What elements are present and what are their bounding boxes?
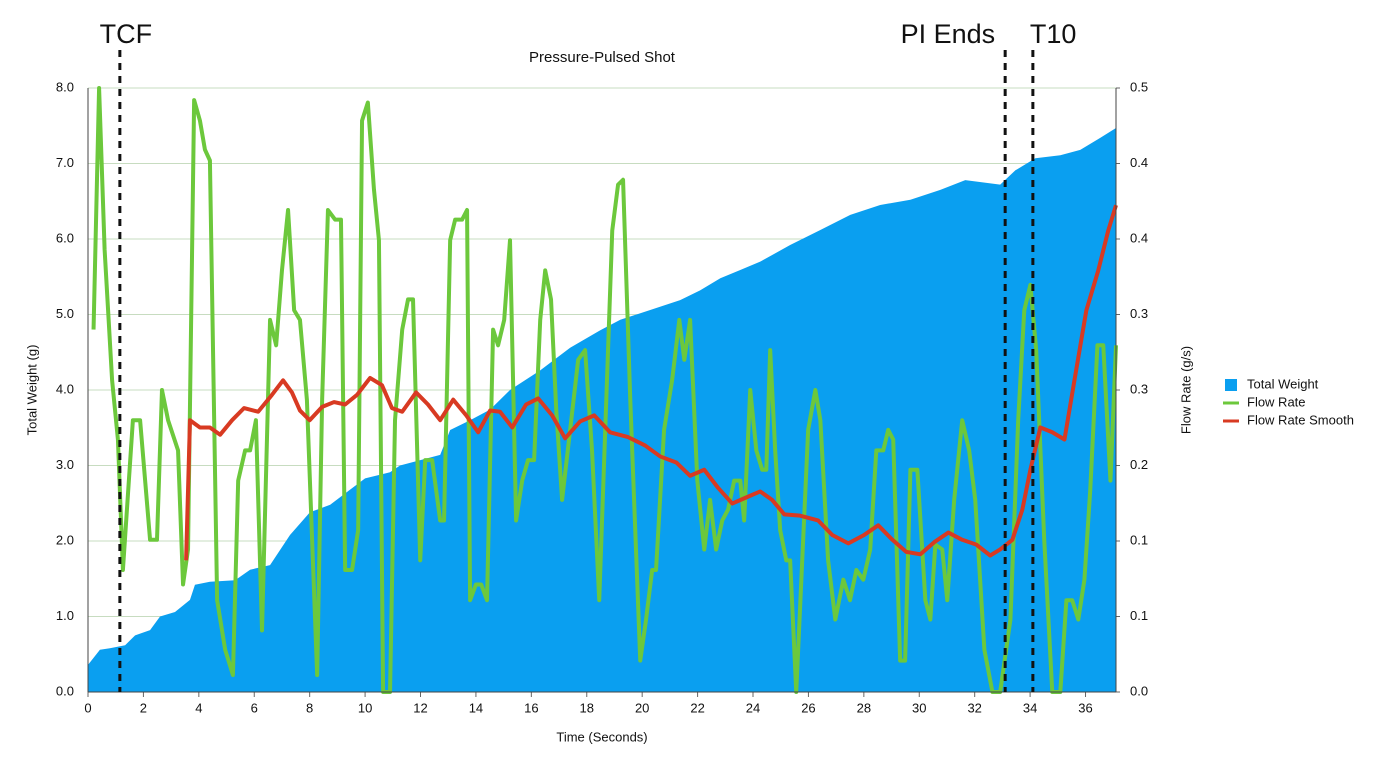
- x-tick-label: 20: [635, 700, 649, 715]
- y-tick-label: 5.0: [56, 306, 74, 321]
- y2-tick-label: 0.4: [1130, 230, 1148, 245]
- y-tick-label: 6.0: [56, 230, 74, 245]
- x-tick-label: 28: [857, 700, 871, 715]
- line: [184, 204, 1118, 561]
- x-axis-label: Time (Seconds): [556, 729, 647, 744]
- y2-tick-label: 0.2: [1130, 457, 1148, 472]
- y2-tick-label: 0.3: [1130, 306, 1148, 321]
- x-tick-label: 34: [1023, 700, 1037, 715]
- x-tick-label: 4: [195, 700, 202, 715]
- x-tick-label: 0: [84, 700, 91, 715]
- x-tick-label: 36: [1078, 700, 1092, 715]
- x-tick-label: 10: [358, 700, 372, 715]
- y-tick-label: 4.0: [56, 381, 74, 396]
- x-tick-label: 8: [306, 700, 313, 715]
- y-axis-label: Total Weight (g): [24, 345, 39, 436]
- legend-swatch: [1225, 379, 1237, 391]
- x-tick-label: 14: [469, 700, 483, 715]
- y-tick-label: 7.0: [56, 155, 74, 170]
- y-tick-label: 8.0: [56, 79, 74, 94]
- y2-axis-label: Flow Rate (g/s): [1178, 346, 1193, 434]
- legend-label: Flow Rate Smooth: [1247, 412, 1354, 427]
- x-tick-label: 2: [140, 700, 147, 715]
- legend-label: Flow Rate: [1247, 394, 1306, 409]
- line: [91, 86, 1118, 694]
- x-tick-label: 22: [690, 700, 704, 715]
- y-tick-label: 1.0: [56, 608, 74, 623]
- x-tick-label: 30: [912, 700, 926, 715]
- annotation-label: TCF: [100, 19, 152, 49]
- y-tick-label: 2.0: [56, 532, 74, 547]
- x-tick-label: 32: [967, 700, 981, 715]
- y2-tick-label: 0.1: [1130, 608, 1148, 623]
- x-tick-label: 18: [580, 700, 594, 715]
- y-tick-label: 3.0: [56, 457, 74, 472]
- y2-tick-label: 0.3: [1130, 381, 1148, 396]
- y-tick-label: 0.0: [56, 683, 74, 698]
- x-tick-label: 12: [413, 700, 427, 715]
- x-tick-label: 16: [524, 700, 538, 715]
- annotation-label: T10: [1030, 19, 1077, 49]
- annotation-label: PI Ends: [901, 19, 996, 49]
- y2-tick-label: 0.0: [1130, 683, 1148, 698]
- y2-tick-label: 0.4: [1130, 155, 1148, 170]
- y2-tick-label: 0.1: [1130, 532, 1148, 547]
- legend-label: Total Weight: [1247, 376, 1319, 391]
- x-tick-label: 26: [801, 700, 815, 715]
- y2-tick-label: 0.5: [1130, 79, 1148, 94]
- x-tick-label: 24: [746, 700, 760, 715]
- chart-title: Pressure-Pulsed Shot: [529, 49, 676, 66]
- x-tick-label: 6: [251, 700, 258, 715]
